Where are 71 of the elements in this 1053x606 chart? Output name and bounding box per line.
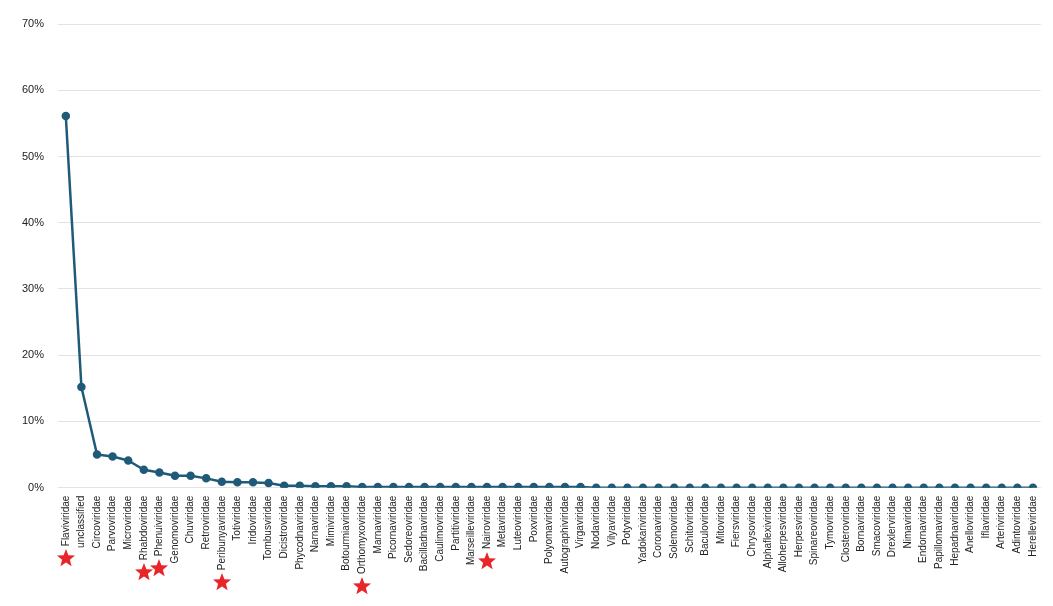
x-tick-label: Botourmiaviridae xyxy=(340,495,352,571)
y-tick-label: 60% xyxy=(21,83,45,96)
x-tick-label: Virgaviridae xyxy=(574,495,586,549)
x-tick-label: Coronaviridae xyxy=(652,495,664,558)
x-tick-label: Orthomyxoviridae xyxy=(355,495,367,574)
x-tick-label: Mimiviridae xyxy=(324,495,336,547)
x-tick-label: Drexlerviridae xyxy=(886,495,898,558)
x-tick-label: Retroviridae xyxy=(199,495,211,550)
y-tick-label: 70% xyxy=(21,17,45,30)
x-tick-label: Peribunyaviridae xyxy=(215,495,227,571)
x-tick-label: Bornaviridae xyxy=(855,495,867,552)
y-tick-label: 40% xyxy=(21,215,45,228)
x-tick-label: Microviridae xyxy=(121,495,133,550)
x-tick-label: Spinareoviridae xyxy=(808,495,820,566)
x-tick-label: unclassified xyxy=(75,495,87,548)
x-tick-label: Autographiviridae xyxy=(558,495,570,574)
x-tick-label: Dicistroviridae xyxy=(277,495,289,559)
x-tick-label: Chuviridae xyxy=(184,495,196,544)
y-tick-label: 20% xyxy=(21,348,45,361)
x-tick-label: Nairoviridae xyxy=(480,495,492,549)
x-tick-label: Phenuiviridae xyxy=(153,495,165,557)
x-tick-label: Potyviridae xyxy=(621,495,633,546)
x-tick-label: Tymoviridae xyxy=(823,495,835,550)
x-tick-label: Alphaflexiviridae xyxy=(761,495,773,569)
x-tick-label: Poxviridae xyxy=(527,495,539,543)
x-tick-label: Narnaviridae xyxy=(309,495,321,553)
x-tick-label: Arteriviridae xyxy=(995,495,1007,549)
x-tick-label: Flaviviridae xyxy=(59,495,71,547)
x-tick-label: Marnaviridae xyxy=(371,495,383,554)
x-tick-label: Smacoviridae xyxy=(870,495,882,557)
x-tick-label: Genomoviridae xyxy=(168,495,180,564)
x-tick-label: Nodaviridae xyxy=(589,495,601,550)
x-tick-label: Alloherpesviridae xyxy=(777,495,789,573)
x-tick-label: Hepadnaviridae xyxy=(948,495,960,566)
x-tick-label: Nimaviridae xyxy=(901,495,913,549)
x-tick-label: Circoviridae xyxy=(90,495,102,549)
y-tick-label: 10% xyxy=(21,414,45,427)
x-tick-label: Anelloviridae xyxy=(964,495,976,553)
x-tick-label: Papillomaviridae xyxy=(933,495,945,570)
x-tick-label: Herpesviridae xyxy=(792,495,804,558)
x-tick-label: Sedoreoviridae xyxy=(402,495,414,563)
x-tick-label: Mitoviridae xyxy=(714,495,726,544)
x-tick-label: Polyomaviridae xyxy=(543,495,555,565)
x-tick-label: Endornaviridae xyxy=(917,495,929,563)
x-tick-label: Phycodnaviridae xyxy=(293,495,305,570)
x-tick-label: Rhabdoviridae xyxy=(137,495,149,561)
x-tick-label: Closteroviridae xyxy=(839,495,851,563)
x-tick-label: Fiersviridae xyxy=(730,495,742,548)
x-tick-label: Yadokariviridae xyxy=(636,495,648,564)
x-tick-label: Tombusviridae xyxy=(262,495,274,561)
x-tick-label: Solemoviridae xyxy=(667,495,679,560)
x-tick-label: Parvoviridae xyxy=(106,495,118,552)
y-tick-label: 30% xyxy=(21,281,45,294)
x-tick-label: Adintoviridae xyxy=(1011,495,1023,554)
x-tick-label: Metaviridae xyxy=(496,495,508,548)
x-tick-label: Totiviridae xyxy=(231,495,243,541)
x-tick-label: Bacilladnaviridae xyxy=(418,495,430,572)
x-tick-label: Marseilleviridae xyxy=(465,495,477,566)
y-tick-label: 0% xyxy=(28,480,45,493)
x-tick-label: Luteoviridae xyxy=(511,495,523,551)
x-tick-label: Baculoviridae xyxy=(699,495,711,556)
x-tick-label: Picornaviridae xyxy=(387,495,399,560)
x-tick-label: Partitiviridae xyxy=(449,495,461,551)
y-tick-label: 50% xyxy=(21,149,45,162)
x-tick-label: Iflaviridae xyxy=(979,495,991,539)
x-tick-label: Iridoviridae xyxy=(246,495,258,545)
x-tick-label: Schitoviridae xyxy=(683,495,695,553)
x-tick-label: Herelleviridae xyxy=(1026,495,1038,557)
x-tick-label: Vilyaviridae xyxy=(605,495,617,547)
x-tick-label: Caulimoviridae xyxy=(433,495,445,562)
x-tick-label: Chrysoviridae xyxy=(745,495,757,557)
